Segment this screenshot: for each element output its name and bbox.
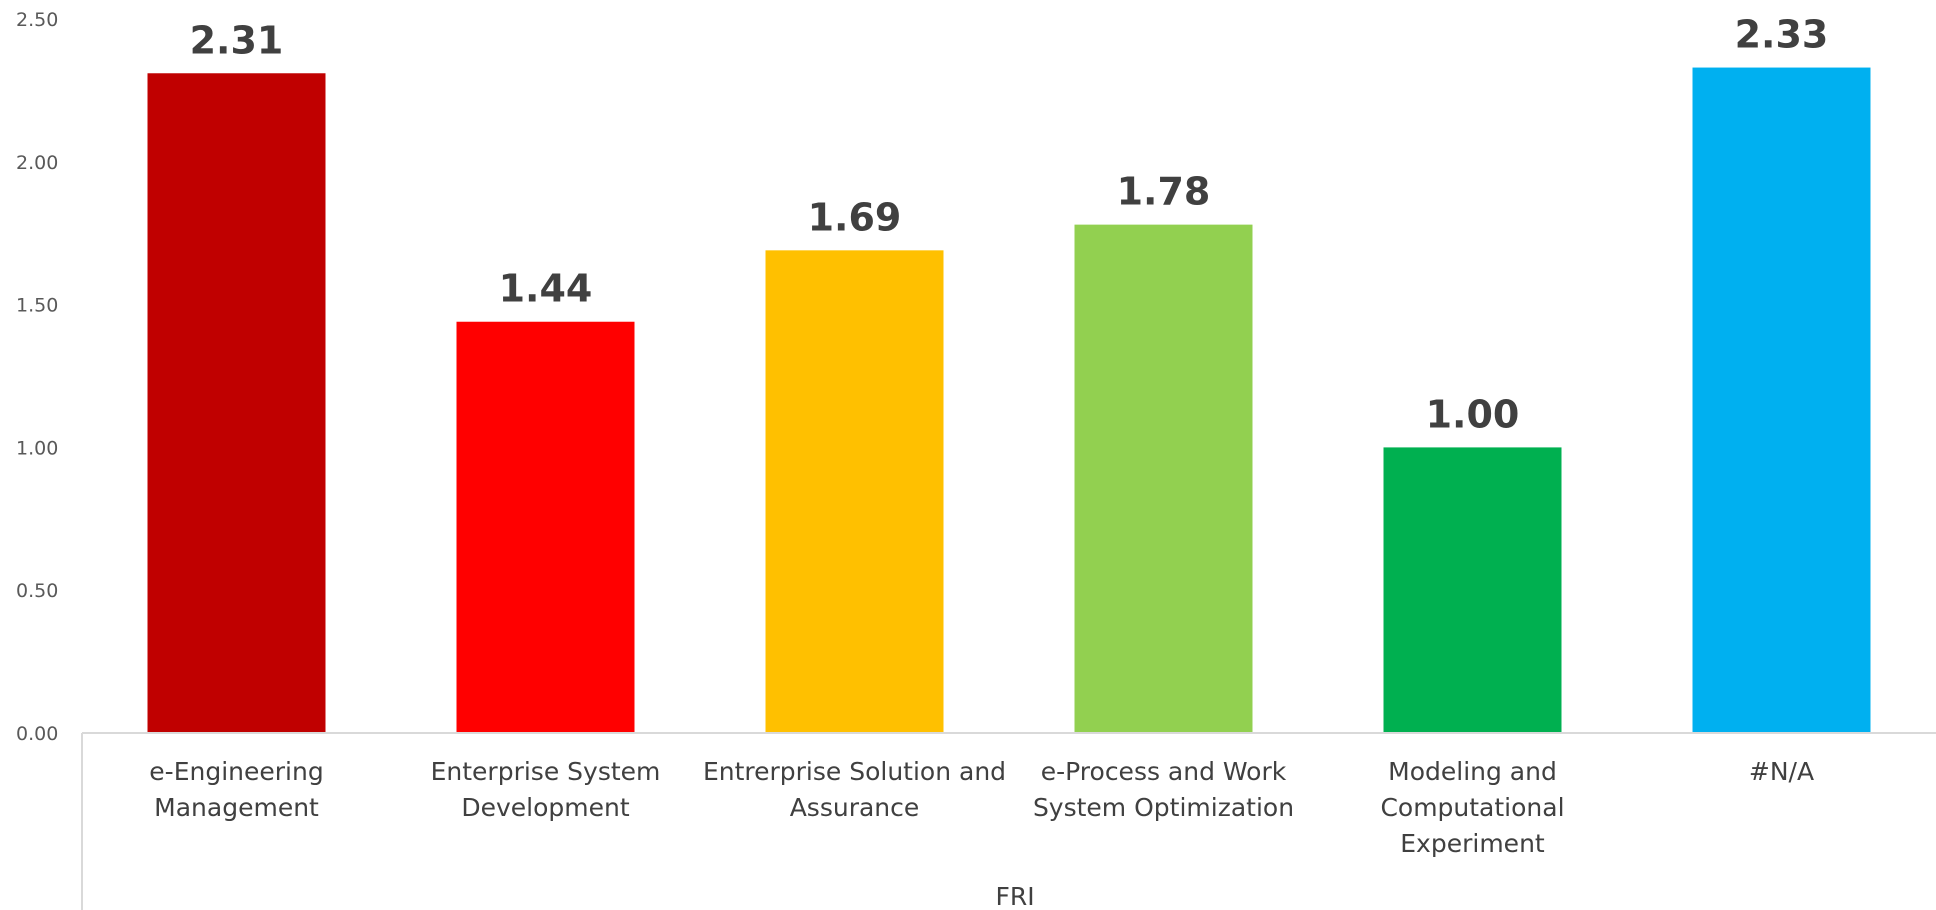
bars [147,67,1871,734]
x-tick-label: Assurance [790,793,920,822]
x-tick-label: #N/A [1749,757,1814,786]
bar [1074,224,1253,733]
y-tick-label: 1.00 [16,437,58,459]
data-label: 2.33 [1735,13,1829,57]
x-tick-label: e-Engineering [149,757,323,786]
x-axis-group-label: FRI [995,882,1034,910]
y-tick-label: 2.00 [16,152,58,174]
bar [765,250,944,733]
data-label: 1.44 [499,267,593,311]
data-label: 1.00 [1426,392,1520,436]
x-tick-label: Experiment [1400,829,1545,858]
x-tick-label: Modeling and [1388,757,1557,786]
y-tick-label: 0.00 [16,723,58,745]
y-tick-label: 1.50 [16,295,58,317]
x-tick-label: System Optimization [1033,793,1294,822]
x-tick-label: e-Process and Work [1041,757,1287,786]
bar [1383,447,1562,733]
data-label: 2.31 [190,18,284,62]
data-label: 1.69 [808,195,902,239]
x-tick-label: Computational [1380,793,1564,822]
bar [456,321,635,733]
y-axis-ticks: 0.00 0.50 1.00 1.50 2.00 2.50 [16,9,58,745]
value-labels: 2.31 1.44 1.69 1.78 1.00 2.33 [190,13,1829,437]
x-tick-label: Entrerprise Solution and [703,757,1006,786]
data-label: 1.78 [1117,170,1211,214]
x-axis-category-labels: e-Engineering Management Enterprise System… [149,757,1814,858]
x-tick-label: Enterprise System [431,757,661,786]
y-tick-label: 0.50 [16,580,58,602]
bar [1692,67,1871,733]
x-tick-label: Development [461,793,629,822]
bar [147,73,326,734]
y-tick-label: 2.50 [16,9,58,31]
x-tick-label: Management [154,793,319,822]
